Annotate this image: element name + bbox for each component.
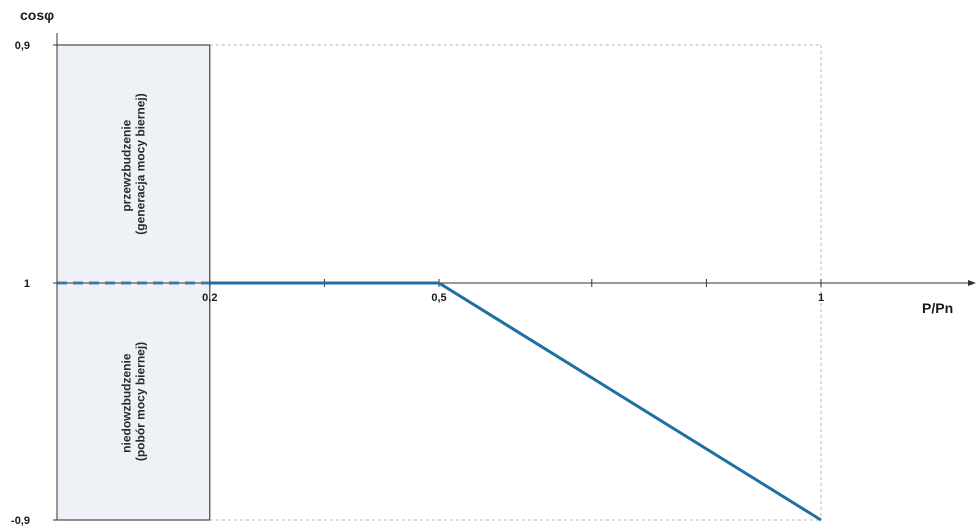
reference-box [209, 44, 822, 521]
x-tick-label: 0,2 [202, 292, 217, 304]
upper-region-label-line-1: przewzbudzenie [119, 119, 133, 211]
series [57, 281, 822, 522]
series-line [209, 281, 822, 522]
y-tick-label: 0,9 [15, 40, 30, 52]
y-axis-title: cosφ [20, 7, 54, 23]
lower-region-label: niedowzbudzenie (pobór mocy biernej) [119, 342, 147, 461]
tick-labels: 0,2 0,5 1 0,9 1 -0,9 [11, 40, 824, 527]
y-tick-label: 1 [24, 278, 30, 290]
lower-region-label-line-2: (pobór mocy biernej) [133, 342, 147, 461]
x-axis-arrow [968, 280, 976, 286]
x-tick-label: 1 [818, 292, 824, 304]
upper-region-label: przewzbudzenie (generacja mocy biernej) [119, 93, 147, 234]
y-tick-label: -0,9 [11, 515, 30, 527]
lower-region-label-line-1: niedowzbudzenie [119, 353, 133, 453]
upper-region-label-line-2: (generacja mocy biernej) [133, 93, 147, 234]
x-tick-label: 0,5 [431, 292, 446, 304]
x-axis-title: P/Pn [922, 300, 953, 316]
